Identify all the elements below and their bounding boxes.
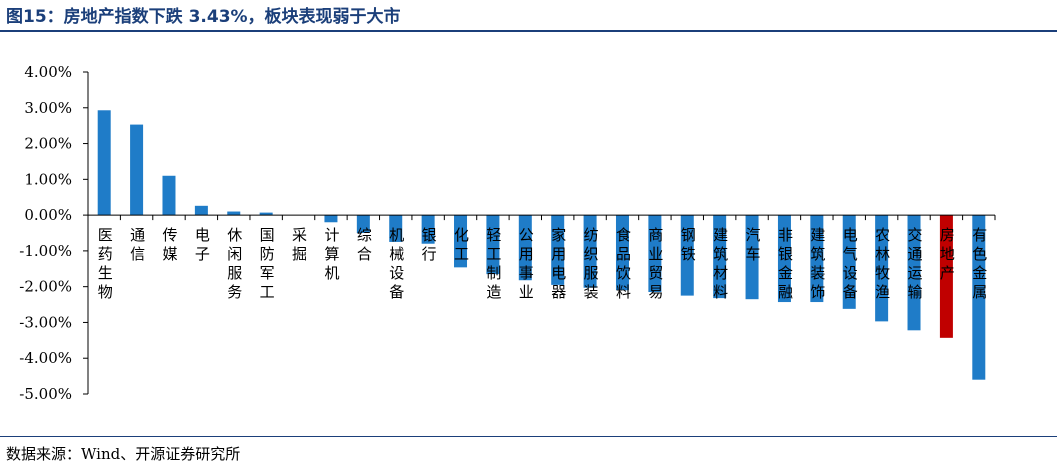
bar <box>907 215 921 331</box>
category-label: 休闲服务 <box>227 226 242 301</box>
category-label: 有色金属 <box>972 226 987 301</box>
bar <box>583 215 597 288</box>
y-tick-label: 1.00% <box>24 170 72 188</box>
y-tick-label: 3.00% <box>24 99 72 117</box>
category-label: 非银金融 <box>778 226 793 301</box>
category-label: 农林牧渔 <box>875 226 890 301</box>
figure-title: 图15：房地产指数下跌 3.43%，板块表现弱于大市 <box>6 7 401 27</box>
y-tick-label: -2.00% <box>19 278 72 296</box>
category-label: 传媒 <box>162 226 177 263</box>
category-label: 综合 <box>357 226 372 263</box>
category-label: 银行 <box>422 226 437 263</box>
category-label: 化工 <box>454 226 469 263</box>
bar <box>551 215 565 285</box>
category-label: 国防军工 <box>260 226 275 301</box>
category-label: 建筑装饰 <box>810 226 825 301</box>
category-label: 电气设备 <box>843 226 858 301</box>
y-tick-label: -3.00% <box>19 313 72 331</box>
bar <box>680 215 694 296</box>
bar <box>421 215 435 244</box>
category-label: 建筑材料 <box>713 226 728 301</box>
bar <box>356 215 370 233</box>
bar <box>227 211 241 216</box>
category-label: 电子 <box>195 226 210 263</box>
category-label: 家用电器 <box>551 226 566 301</box>
category-label: 通信 <box>130 226 145 263</box>
source-note: 数据来源：Wind、开源证券研究所 <box>6 445 241 463</box>
bar <box>713 215 727 299</box>
y-axis: 4.00% 3.00% 2.00% 1.00% 0.00% -1.00% -2.00% -3.… <box>19 63 89 403</box>
category-label: 房地产 <box>940 226 955 282</box>
bar <box>162 175 176 216</box>
category-label: 医药生物 <box>98 226 113 301</box>
y-tick-label: -4.00% <box>19 349 72 367</box>
bar <box>518 215 532 281</box>
category-label: 机械设备 <box>389 226 404 301</box>
y-tick-label: 4.00% <box>24 63 72 81</box>
bar <box>486 215 500 275</box>
title-divider <box>0 30 1057 32</box>
bar <box>777 215 791 303</box>
y-tick-label: -1.00% <box>19 242 72 260</box>
y-tick-label: 0.00% <box>24 206 72 224</box>
category-label: 纺织服装 <box>584 226 599 301</box>
category-label: 轻工制造 <box>486 226 501 301</box>
bar <box>194 205 208 216</box>
bar <box>875 215 889 322</box>
category-label: 汽车 <box>746 226 761 263</box>
category-label: 钢铁 <box>681 226 696 263</box>
category-label: 公用事业 <box>519 226 534 301</box>
bar <box>324 215 338 223</box>
bar <box>259 212 273 216</box>
x-axis <box>87 214 996 221</box>
bar <box>454 215 468 268</box>
bars <box>97 110 986 380</box>
category-label: 商业贸易 <box>648 226 663 301</box>
bar <box>389 215 403 242</box>
bar <box>842 215 856 309</box>
bar <box>745 215 759 300</box>
category-label: 计算机 <box>324 226 339 282</box>
bar <box>130 124 144 216</box>
category-label: 交通运输 <box>908 226 923 301</box>
bar <box>972 215 986 380</box>
bar <box>939 215 953 338</box>
bar <box>615 215 629 291</box>
bar-chart: 4.00% 3.00% 2.00% 1.00% 0.00% -1.00% -2.00% -3.… <box>19 63 996 403</box>
y-tick-label: 2.00% <box>24 135 72 153</box>
category-label: 采掘 <box>292 226 307 263</box>
category-label: 食品饮料 <box>616 226 631 301</box>
bar <box>648 215 662 293</box>
source-divider <box>0 436 1057 437</box>
bar <box>810 215 824 303</box>
y-tick-label: -5.00% <box>19 385 72 403</box>
bar <box>97 110 111 216</box>
